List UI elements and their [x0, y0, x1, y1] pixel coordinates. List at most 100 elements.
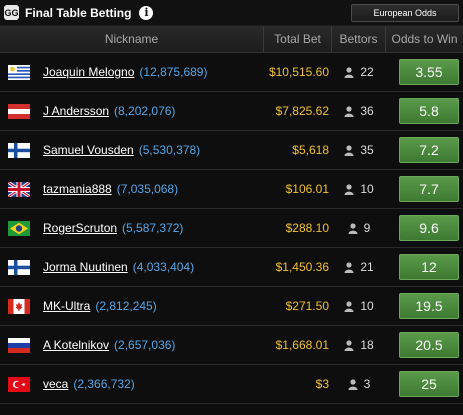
person-icon [344, 144, 354, 156]
bettors-cell: 22 [332, 65, 386, 79]
person-icon [344, 66, 354, 78]
person-icon [344, 261, 354, 273]
info-icon[interactable]: i [139, 5, 154, 20]
person-icon [348, 378, 358, 390]
bettors-count: 10 [360, 182, 374, 196]
flag-finland-icon [8, 259, 30, 275]
column-header-total-bet[interactable]: Total Bet [264, 26, 332, 52]
table-row: RogerScruton (5,587,372) $288.10 9 9.6 [0, 209, 463, 248]
player-name-link[interactable]: Joaquin Melogno [43, 65, 135, 79]
flag-canada-icon [8, 298, 30, 314]
column-header-odds[interactable]: Odds to Win [391, 32, 458, 46]
bettors-cell: 10 [332, 182, 386, 196]
flag-turkey-icon [8, 376, 30, 392]
odds-cell: 9.6 [386, 215, 463, 241]
chip-count: (8,202,076) [114, 104, 176, 118]
bettors-cell: 35 [332, 143, 386, 157]
person-icon [344, 105, 354, 117]
player-name-link[interactable]: Jorma Nuutinen [43, 260, 128, 274]
table-row: Jorma Nuutinen (4,033,404) $1,450.36 21 … [0, 248, 463, 287]
flag-austria-icon [8, 103, 30, 119]
bettors-count: 36 [360, 104, 374, 118]
odds-cell: 19.5 [386, 293, 463, 319]
odds-button[interactable]: 12 [399, 254, 459, 280]
odds-button[interactable]: 9.6 [399, 215, 459, 241]
nickname-cell: MK-Ultra (2,812,245) [0, 298, 264, 314]
bettors-cell: 36 [332, 104, 386, 118]
player-name-link[interactable]: A Kotelnikov [43, 338, 110, 352]
bettors-count: 3 [363, 377, 371, 391]
total-bet-value: $3 [315, 377, 329, 391]
title-bar: GG Final Table Betting i European Odds [0, 0, 463, 26]
player-name-link[interactable]: J Andersson [43, 104, 110, 118]
odds-button[interactable]: 20.5 [399, 332, 459, 358]
odds-button[interactable]: 7.2 [399, 137, 459, 163]
odds-button[interactable]: 5.8 [399, 98, 459, 124]
chip-count: (5,587,372) [122, 221, 184, 235]
odds-cell: 5.8 [386, 98, 463, 124]
bettors-count: 22 [360, 65, 374, 79]
total-bet-value: $7,825.62 [275, 104, 329, 118]
flag-finland-icon [8, 142, 30, 158]
total-bet-value: $271.50 [285, 299, 329, 313]
person-icon [344, 183, 354, 195]
player-name-link[interactable]: veca [43, 377, 69, 391]
bettors-cell: 18 [332, 338, 386, 352]
odds-cell: 7.2 [386, 137, 463, 163]
odds-cell: 20.5 [386, 332, 463, 358]
person-icon [344, 300, 354, 312]
odds-button[interactable]: 25 [399, 371, 459, 397]
total-bet-value: $288.10 [285, 221, 329, 235]
table-row: Samuel Vousden (5,530,378) $5,618 35 7.2 [0, 131, 463, 170]
bettors-count: 10 [360, 299, 374, 313]
bettors-count: 21 [360, 260, 374, 274]
bettors-count: 18 [360, 338, 374, 352]
table-row: tazmania888 (7,035,068) $106.01 10 7.7 [0, 170, 463, 209]
nickname-cell: RogerScruton (5,587,372) [0, 220, 264, 236]
chip-count: (4,033,404) [132, 260, 195, 274]
odds-button[interactable]: 3.55 [399, 59, 459, 85]
flag-uruguay-icon [8, 64, 30, 80]
table-row: Joaquin Melogno (12,875,689) $10,515.60 … [0, 53, 463, 92]
flag-united-kingdom-icon [8, 181, 30, 197]
column-header-bettors[interactable]: Bettors [332, 26, 386, 52]
nickname-cell: Joaquin Melogno (12,875,689) [0, 64, 264, 80]
player-name-link[interactable]: RogerScruton [43, 221, 118, 235]
window-title: Final Table Betting [25, 5, 132, 20]
odds-format-dropdown[interactable]: European Odds [351, 3, 459, 22]
bettors-count: 9 [363, 221, 371, 235]
column-header-nickname[interactable]: Nickname [0, 26, 264, 52]
odds-cell: 12 [386, 254, 463, 280]
total-bet-value: $1,668.01 [275, 338, 329, 352]
odds-cell: 3.55 [386, 59, 463, 85]
table-row: A Kotelnikov (2,657,036) $1,668.01 18 20… [0, 326, 463, 365]
person-icon [344, 339, 354, 351]
odds-cell: 7.7 [386, 176, 463, 202]
total-bet-value: $10,515.60 [268, 65, 329, 79]
chip-count: (12,875,689) [139, 65, 208, 79]
total-bet-value: $5,618 [292, 143, 329, 157]
bettors-cell: 10 [332, 299, 386, 313]
total-bet-value: $1,450.36 [275, 260, 329, 274]
chip-count: (2,657,036) [114, 338, 176, 352]
nickname-cell: tazmania888 (7,035,068) [0, 181, 264, 197]
table-header: Nickname Total Bet Bettors Odds to Win [0, 26, 463, 53]
table-row: MK-Ultra (2,812,245) $271.50 10 19.5 [0, 287, 463, 326]
app-logo-icon: GG [4, 5, 19, 20]
odds-button[interactable]: 7.7 [399, 176, 459, 202]
player-name-link[interactable]: tazmania888 [43, 182, 112, 196]
total-bet-value: $106.01 [285, 182, 329, 196]
flag-russia-icon [8, 337, 30, 353]
nickname-cell: J Andersson (8,202,076) [0, 103, 264, 119]
flag-brazil-icon [8, 220, 30, 236]
player-name-link[interactable]: MK-Ultra [43, 299, 91, 313]
nickname-cell: Jorma Nuutinen (4,033,404) [0, 259, 264, 275]
person-icon [348, 222, 358, 234]
player-name-link[interactable]: Samuel Vousden [43, 143, 134, 157]
chip-count: (2,366,732) [73, 377, 135, 391]
chip-count: (2,812,245) [95, 299, 157, 313]
bettors-count: 35 [360, 143, 374, 157]
odds-button[interactable]: 19.5 [399, 293, 459, 319]
player-list: Joaquin Melogno (12,875,689) $10,515.60 … [0, 53, 463, 404]
bettors-cell: 21 [332, 260, 386, 274]
